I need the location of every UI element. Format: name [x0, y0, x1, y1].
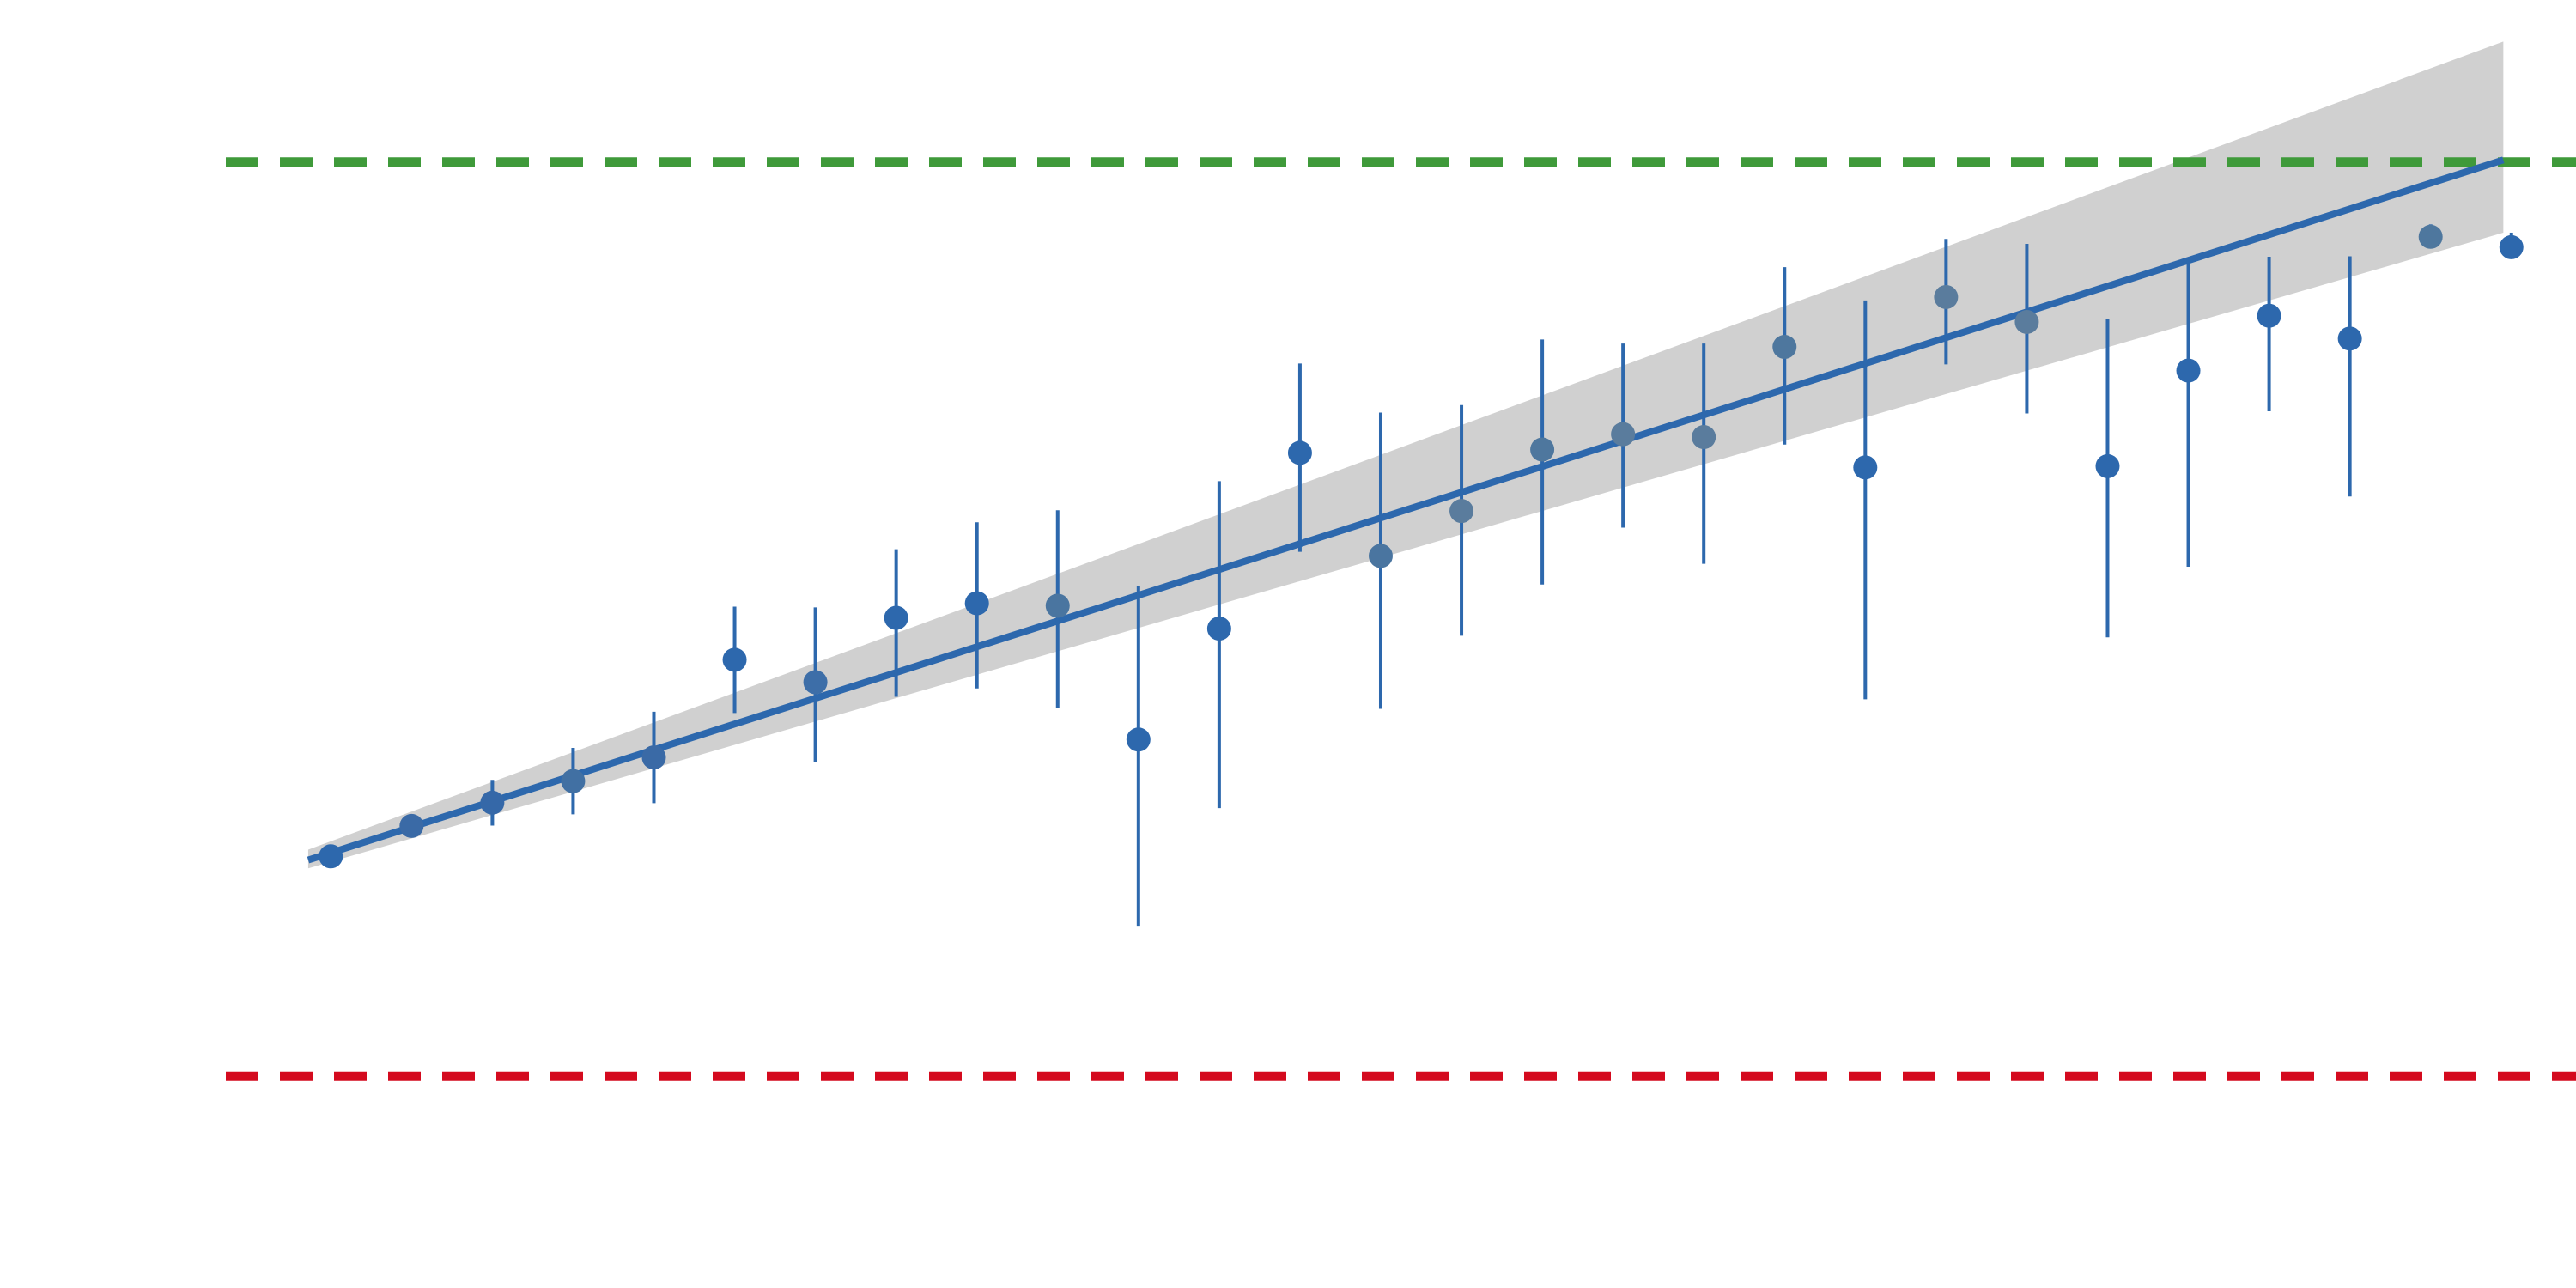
data-point-16 — [1530, 437, 1555, 462]
error-bar-layer — [410, 224, 2513, 927]
data-point-2 — [399, 813, 424, 838]
data-point-15 — [1449, 499, 1474, 524]
confidence-band-layer — [307, 41, 2504, 869]
data-point-19 — [1772, 335, 1797, 360]
data-point-4 — [561, 769, 586, 793]
data-point-22 — [2014, 310, 2039, 334]
data-point-layer — [319, 224, 2524, 869]
data-point-3 — [480, 790, 505, 815]
fit-line — [307, 156, 2505, 864]
data-point-14 — [1368, 544, 1393, 568]
data-point-18 — [1692, 425, 1716, 450]
data-point-8 — [884, 605, 908, 630]
data-point-10 — [1045, 593, 1070, 618]
data-point-24 — [2176, 358, 2201, 383]
data-point-20 — [1853, 455, 1878, 480]
data-point-12 — [1206, 617, 1231, 641]
data-point-26 — [2337, 326, 2362, 351]
reference-line-layer — [226, 157, 2576, 1081]
data-point-9 — [964, 591, 989, 616]
data-point-5 — [641, 745, 666, 770]
confidence-band — [307, 41, 2504, 869]
data-point-1 — [319, 844, 343, 869]
data-point-28 — [2499, 234, 2524, 259]
data-point-17 — [1611, 422, 1636, 447]
data-point-13 — [1287, 440, 1312, 465]
data-point-6 — [722, 647, 747, 672]
data-point-21 — [1934, 284, 1959, 309]
data-point-11 — [1126, 727, 1151, 752]
data-point-27 — [2418, 224, 2443, 249]
data-point-23 — [2095, 453, 2120, 478]
data-point-25 — [2257, 303, 2281, 328]
data-point-7 — [803, 670, 828, 695]
fit-line-layer — [307, 156, 2505, 864]
